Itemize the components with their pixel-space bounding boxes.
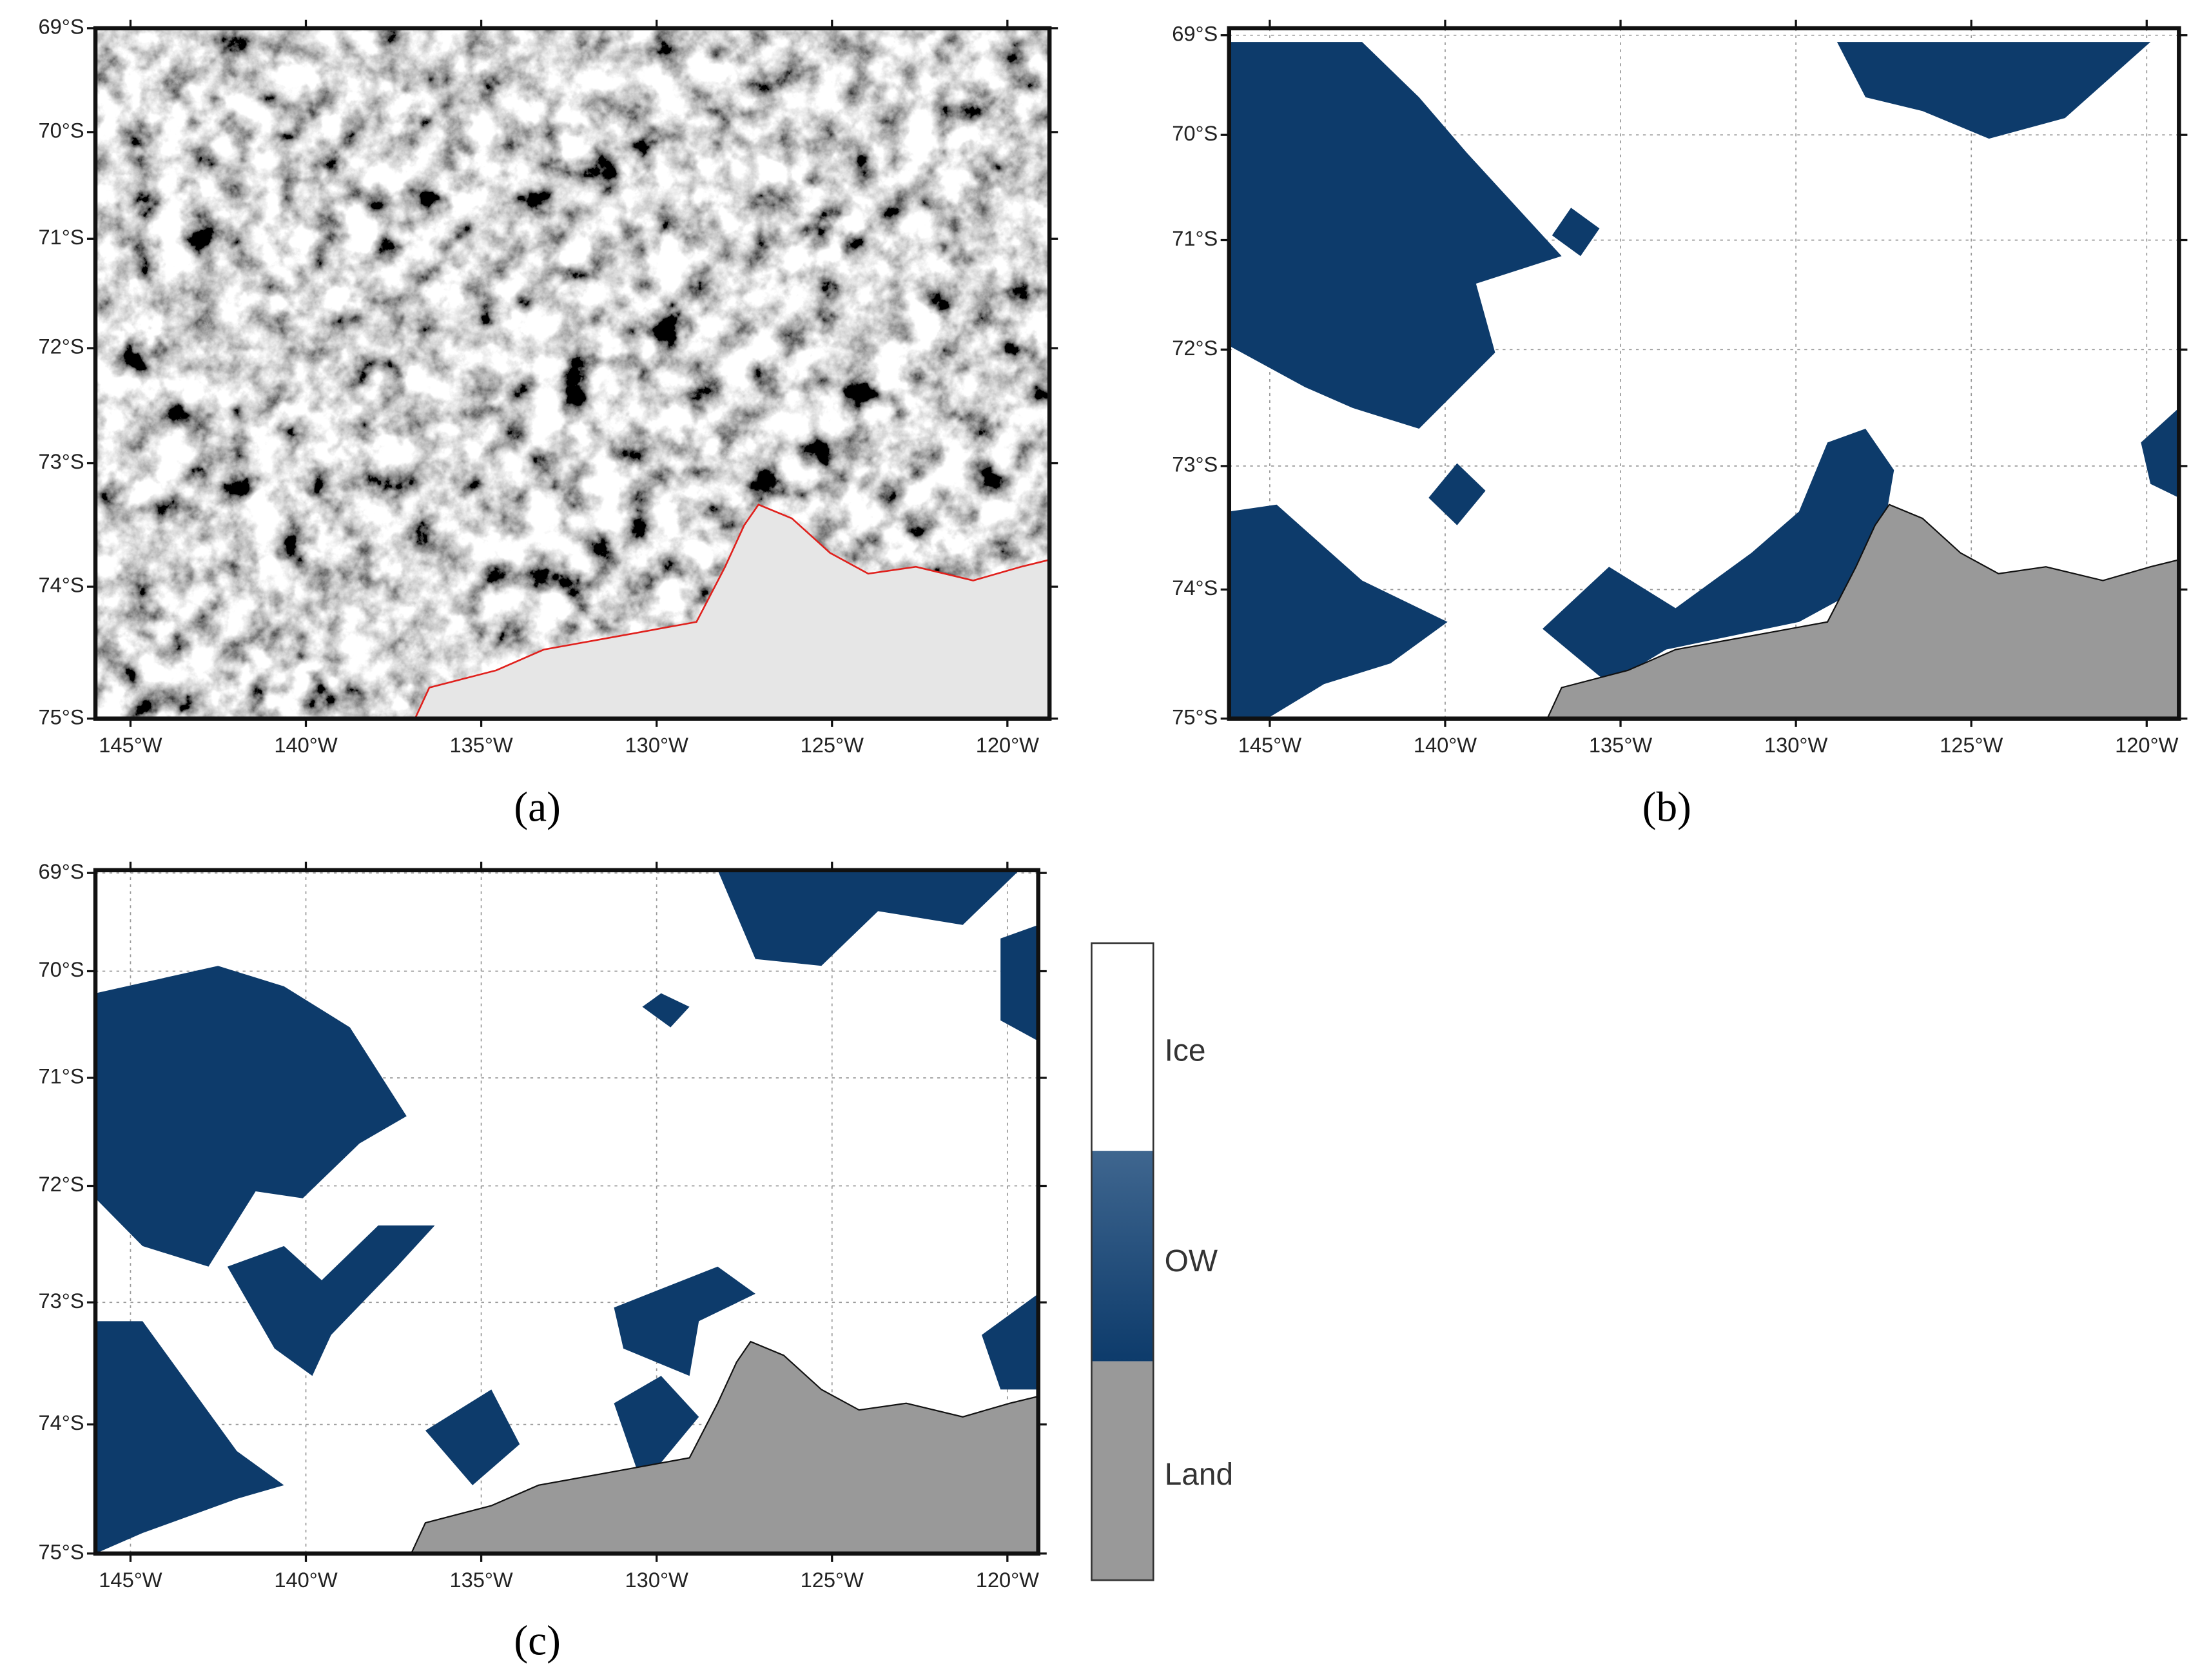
- legend-label: Ice: [1165, 1033, 1206, 1068]
- legend-ow-swatch: [1091, 1151, 1154, 1362]
- open-water: [1000, 924, 1038, 1041]
- open-water: [1229, 504, 1448, 719]
- lat-label: 70°S: [1172, 121, 1218, 145]
- map-panel: 69°S 70°S 71°S 72°S 73°S 74°S 75°S 145°W 140°W 13…: [1172, 19, 2188, 830]
- lon-label: 135°W: [449, 733, 512, 757]
- panel-label: (b): [1642, 784, 1691, 830]
- ice-shelf: [414, 504, 1050, 719]
- lat-label: 75°S: [1172, 705, 1218, 728]
- lon-label: 130°W: [625, 733, 688, 757]
- lat-label: 70°S: [38, 957, 84, 981]
- map-frame: [1227, 26, 2181, 721]
- land: [410, 1340, 1039, 1554]
- legend-frame: [1091, 942, 1154, 1581]
- lon-label: 145°W: [99, 1568, 162, 1592]
- lat-label: 72°S: [38, 335, 84, 358]
- map-panel: 69°S 70°S 71°S 72°S 73°S 74°S 75°S 145°W 140°W 13…: [38, 859, 1047, 1664]
- open-water: [614, 1266, 755, 1376]
- lat-label: 72°S: [38, 1172, 84, 1196]
- lat-label: 75°S: [38, 1539, 84, 1563]
- lat-label: 70°S: [38, 119, 84, 142]
- open-water: [2141, 407, 2179, 498]
- open-water: [227, 1225, 435, 1376]
- open-water: [1543, 429, 1894, 685]
- legend-ice-swatch: [1091, 943, 1154, 1151]
- open-water: [1428, 463, 1486, 525]
- coastline: [414, 503, 1050, 719]
- open-water: [1229, 42, 1562, 429]
- open-water: [95, 1321, 284, 1554]
- lon-label: 125°W: [801, 733, 864, 757]
- lat-label: 71°S: [38, 225, 84, 249]
- lon-label: 125°W: [801, 1568, 864, 1592]
- lat-label: 74°S: [1172, 576, 1218, 600]
- lat-label: 71°S: [38, 1064, 84, 1088]
- lat-label: 69°S: [38, 859, 84, 883]
- lon-label: 120°W: [2115, 733, 2178, 757]
- lon-label: 145°W: [99, 733, 162, 757]
- lon-label: 135°W: [1589, 733, 1652, 757]
- lat-label: 72°S: [1172, 336, 1218, 360]
- open-water: [982, 1293, 1038, 1390]
- lon-label: 135°W: [449, 1568, 512, 1592]
- lon-label: 140°W: [274, 733, 337, 757]
- lat-label: 73°S: [38, 449, 84, 473]
- legend-label: OW: [1165, 1244, 1218, 1278]
- lon-label: 140°W: [274, 1568, 337, 1592]
- lat-label: 69°S: [1172, 21, 1218, 45]
- map-frame: [93, 868, 1040, 1556]
- open-water: [614, 1376, 699, 1485]
- lat-label: 74°S: [38, 573, 84, 597]
- map-panel: 69°S 70°S 71°S 72°S 73°S 74°S 75°S 145°W 140°W 13…: [38, 14, 1058, 830]
- open-water: [717, 870, 1020, 966]
- lat-label: 73°S: [1172, 453, 1218, 476]
- panel-label: (a): [514, 784, 560, 830]
- open-water: [1552, 208, 1600, 257]
- lon-label: 125°W: [1940, 733, 2003, 757]
- legend-land-swatch: [1091, 1361, 1154, 1581]
- open-water: [1836, 42, 2151, 139]
- lon-label: 130°W: [625, 1568, 688, 1592]
- open-water: [95, 966, 407, 1267]
- panel-label: (c): [514, 1617, 560, 1664]
- lat-label: 74°S: [38, 1411, 84, 1434]
- map-frame: [93, 26, 1052, 721]
- lon-label: 120°W: [976, 1568, 1039, 1592]
- lat-label: 71°S: [1172, 226, 1218, 250]
- legend-label: Land: [1165, 1458, 1234, 1492]
- lat-label: 69°S: [38, 14, 84, 38]
- lat-label: 75°S: [38, 705, 84, 728]
- open-water: [425, 1389, 520, 1485]
- open-water: [642, 993, 690, 1028]
- lat-label: 73°S: [38, 1289, 84, 1313]
- lon-label: 130°W: [1764, 733, 1827, 757]
- lon-label: 145°W: [1238, 733, 1301, 757]
- lon-label: 120°W: [976, 733, 1039, 757]
- land: [1546, 503, 2180, 719]
- lon-label: 140°W: [1414, 733, 1477, 757]
